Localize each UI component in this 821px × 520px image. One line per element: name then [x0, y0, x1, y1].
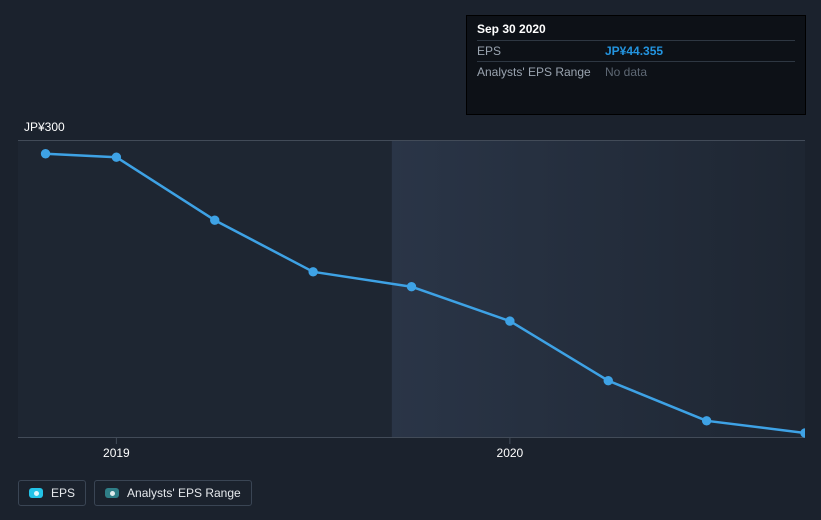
chart-container: { "canvas": { "width": 821, "height": 52…: [0, 0, 821, 520]
chart-tooltip: Sep 30 2020 EPS JP¥44.355 Analysts' EPS …: [466, 15, 806, 115]
tooltip-row-range: Analysts' EPS Range No data: [477, 62, 795, 83]
eps-line-chart[interactable]: [18, 140, 805, 468]
x-axis-label: 2019: [103, 446, 130, 460]
legend-swatch-eps: [29, 488, 43, 498]
tooltip-label: Analysts' EPS Range: [477, 62, 595, 83]
legend-item-range[interactable]: Analysts' EPS Range: [94, 480, 252, 506]
legend-label: EPS: [51, 486, 75, 500]
tooltip-value: No data: [595, 62, 795, 83]
tooltip-value: JP¥44.355: [595, 41, 795, 62]
y-axis-label-top: JP¥300: [24, 120, 65, 134]
legend-label: Analysts' EPS Range: [127, 486, 241, 500]
legend: EPS Analysts' EPS Range: [18, 480, 252, 506]
legend-item-eps[interactable]: EPS: [18, 480, 86, 506]
tooltip-row-eps: EPS JP¥44.355: [477, 41, 795, 62]
tooltip-table: EPS JP¥44.355 Analysts' EPS Range No dat…: [477, 40, 795, 82]
x-axis-label: 2020: [497, 446, 524, 460]
legend-swatch-range: [105, 488, 119, 498]
tooltip-date: Sep 30 2020: [477, 22, 795, 36]
tooltip-label: EPS: [477, 41, 595, 62]
